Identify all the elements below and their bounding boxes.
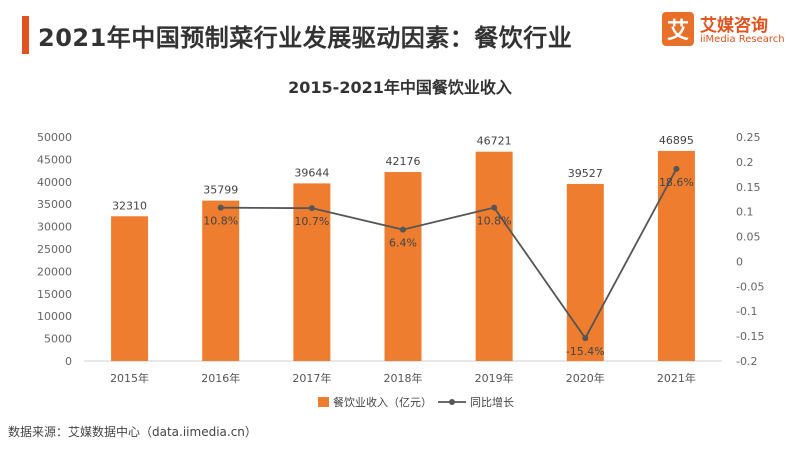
y-left-tick-label: 30000 [37, 221, 72, 234]
y-right-tick-label: -0.05 [736, 280, 764, 293]
bar [111, 216, 149, 361]
y-left-tick-label: 5000 [44, 333, 72, 346]
y-left-tick-label: 10000 [37, 310, 72, 323]
growth-point [582, 335, 589, 342]
y-left-tick-label: 50000 [37, 131, 72, 144]
bar-value-label: 35799 [203, 184, 238, 197]
growth-value-label: 18.6% [659, 176, 694, 189]
growth-point [400, 226, 406, 233]
x-tick-label: 2018年 [384, 371, 423, 385]
chart-title: 2015-2021年中国餐饮业收入 [288, 78, 512, 97]
x-tick-label: 2015年 [110, 371, 149, 385]
growth-point [491, 204, 498, 211]
logo-text-cn: 艾媒咨询 [700, 16, 768, 36]
bar-value-label: 46721 [477, 135, 512, 148]
x-tick-label: 2017年 [292, 371, 331, 385]
bar-value-label: 39644 [294, 166, 329, 179]
legend-line-marker [449, 399, 455, 405]
y-right-tick-label: 0 [736, 255, 743, 268]
bar [657, 150, 695, 361]
y-left-tick-label: 45000 [37, 153, 72, 166]
growth-point [308, 205, 315, 212]
bar-value-label: 42176 [386, 155, 421, 168]
y-right-tick-label: 0.05 [736, 231, 761, 244]
title-accent-bar [22, 16, 29, 54]
bar-value-label: 39527 [568, 167, 603, 180]
logo-text-en: iiMedia Research [700, 34, 785, 45]
bar-value-label: 32310 [112, 199, 147, 212]
y-left-tick-label: 20000 [37, 265, 72, 278]
growth-line [220, 168, 678, 340]
x-tick-label: 2021年 [657, 371, 696, 385]
y-right-tick-label: -0.15 [736, 330, 764, 343]
growth-point [673, 165, 680, 172]
legend-bar-label: 餐饮业收入（亿元） [333, 395, 432, 409]
growth-value-label: 10.8% [477, 215, 512, 228]
y-right-tick-label: -0.1 [736, 305, 757, 318]
brand-logo: 艾 艾媒咨询 iiMedia Research [662, 10, 794, 50]
y-left-tick-label: 35000 [37, 198, 72, 211]
y-left-tick-label: 25000 [37, 243, 72, 256]
bar [566, 183, 604, 361]
bar [293, 183, 331, 361]
x-tick-label: 2019年 [475, 371, 514, 385]
data-source: 数据来源：艾媒数据中心（data.iimedia.cn） [8, 425, 257, 439]
logo-mark: 艾 [662, 12, 694, 46]
page-title: 2021年中国预制菜行业发展驱动因素：餐饮行业 [38, 24, 573, 52]
legend-line-label: 同比增长 [470, 395, 514, 409]
y-right-tick-label: 0.1 [736, 206, 754, 219]
bar-value-label: 46895 [659, 134, 694, 147]
growth-value-label: 10.7% [294, 215, 329, 228]
y-right-tick-label: 0.25 [736, 131, 761, 144]
bar [384, 172, 422, 361]
y-right-tick-label: 0.15 [736, 181, 761, 194]
y-right-tick-label: 0.2 [736, 156, 754, 169]
x-tick-label: 2016年 [201, 371, 240, 385]
y-left-tick-label: 15000 [37, 288, 72, 301]
legend-bar-swatch [318, 397, 329, 407]
y-left-tick-label: 40000 [37, 176, 72, 189]
growth-value-label: -15.4% [566, 345, 605, 358]
x-tick-label: 2020年 [566, 371, 605, 385]
growth-value-label: 6.4% [389, 237, 417, 250]
growth-value-label: 10.8% [203, 215, 238, 228]
y-left-tick-label: 0 [65, 355, 72, 368]
bar [202, 200, 240, 361]
growth-point [217, 204, 224, 211]
y-right-tick-label: -0.2 [736, 355, 757, 368]
bar [475, 151, 513, 361]
